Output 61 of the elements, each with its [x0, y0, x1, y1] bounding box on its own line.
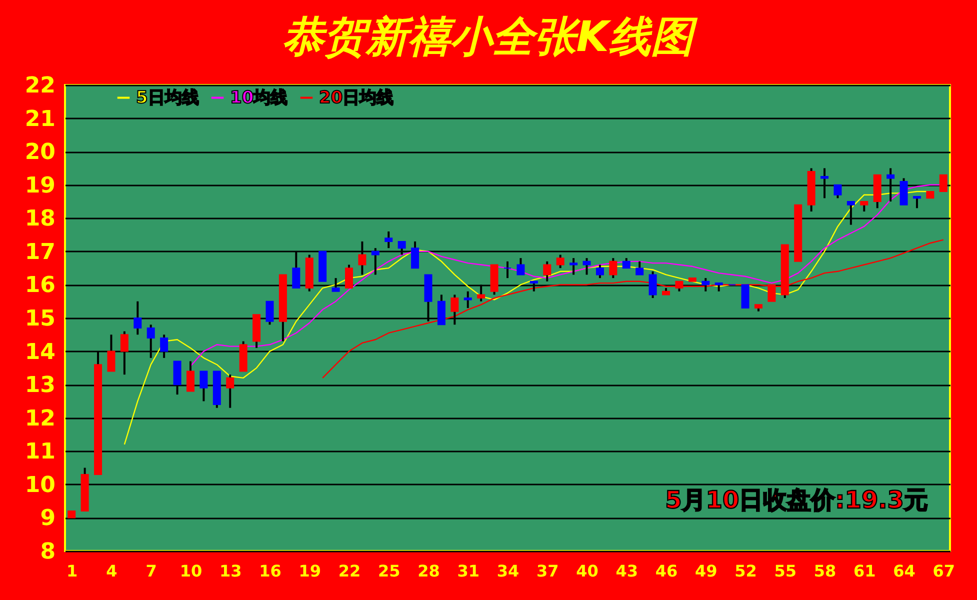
y-tick-label: 10 — [24, 472, 56, 498]
candlestick — [543, 260, 552, 282]
y-tick-label: 9 — [40, 506, 56, 532]
x-tick-label: 34 — [496, 562, 520, 580]
x-tick-label: 37 — [536, 562, 559, 580]
x-tick-label: 19 — [298, 562, 321, 580]
legend-label: 10均线 — [230, 88, 288, 108]
y-tick-label: 20 — [24, 140, 56, 166]
x-tick-label: 1 — [66, 562, 78, 580]
x-tick-label: 55 — [774, 562, 797, 580]
y-tick-label: 19 — [24, 173, 56, 198]
candlestick — [939, 174, 948, 192]
x-tick-label: 13 — [219, 562, 242, 580]
candlestick — [384, 230, 393, 250]
x-tick-label: 52 — [734, 562, 757, 580]
y-tick-label: 14 — [24, 340, 56, 365]
candlestick — [741, 284, 750, 309]
y-tick-label: 21 — [24, 106, 56, 132]
candlestick — [860, 200, 868, 212]
candlestick — [464, 290, 472, 310]
candlestick — [556, 254, 564, 270]
x-tick-label: 61 — [854, 562, 876, 580]
legend-label: 5日均线 — [136, 88, 199, 108]
x-tick-label: 64 — [893, 562, 916, 580]
x-tick-label: 49 — [695, 562, 718, 580]
x-tick-label: 31 — [457, 562, 480, 580]
y-tick-label: 17 — [24, 240, 56, 265]
candlestick — [570, 257, 578, 276]
candlestick — [516, 257, 525, 276]
y-tick-label: 12 — [24, 406, 56, 432]
candlestick — [504, 260, 512, 280]
x-tick-label: 25 — [378, 562, 400, 580]
annotation: 5月10日收盘价:19.3元 — [665, 486, 928, 514]
x-tick-label: 10 — [180, 562, 202, 580]
x-tick-label: 4 — [106, 562, 118, 580]
x-tick-label: 28 — [418, 562, 440, 580]
y-tick-label: 18 — [24, 206, 56, 232]
candlestick — [622, 257, 630, 270]
y-tick-label: 8 — [40, 540, 56, 564]
candlestick — [636, 260, 644, 276]
y-tick-label: 16 — [24, 273, 56, 298]
chart-title: 恭贺新禧小全张K线图 — [282, 12, 698, 61]
line-series — [322, 239, 944, 379]
candlestick — [596, 264, 604, 280]
x-tick-label: 16 — [259, 562, 282, 580]
candlestick — [609, 257, 618, 280]
candlestick — [768, 284, 776, 302]
y-tick-label: 22 — [24, 74, 56, 98]
x-tick-label: 22 — [338, 562, 361, 580]
y-tick-label: 13 — [24, 373, 56, 398]
y-tick-label: 15 — [24, 306, 56, 332]
x-tick-label: 67 — [932, 562, 956, 580]
x-tick-label: 46 — [655, 562, 678, 580]
candlestick — [582, 257, 591, 276]
x-tick-label: 43 — [616, 562, 638, 580]
candlestick — [912, 196, 921, 210]
x-tick-label: 40 — [576, 562, 598, 580]
y-tick-label: 11 — [24, 440, 56, 465]
x-tick-label: 58 — [814, 562, 836, 580]
x-tick-label: 7 — [146, 562, 157, 580]
legend-label: 20日均线 — [319, 88, 394, 108]
